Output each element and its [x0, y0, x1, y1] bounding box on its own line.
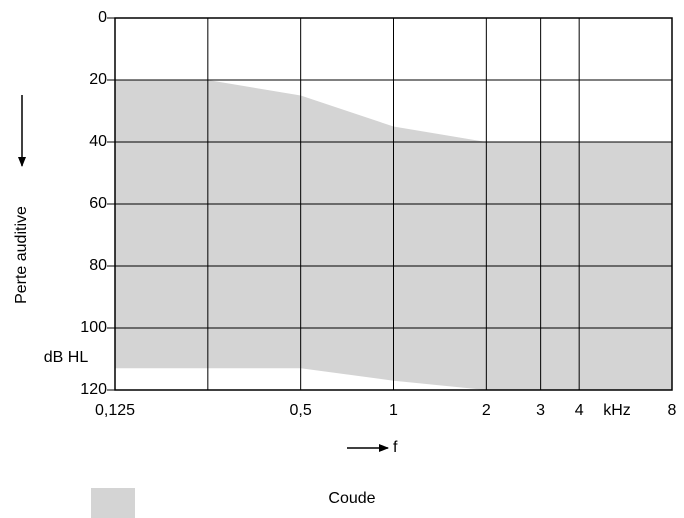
x-unit: kHz [603, 402, 631, 419]
y-unit: dB HL [44, 349, 89, 366]
x-tick-label: 1 [389, 402, 398, 419]
x-tick-label: 0,125 [95, 402, 135, 419]
y-axis-label: Perte auditive [13, 206, 30, 304]
y-tick-label: 100 [80, 319, 107, 336]
y-tick-label: 0 [98, 9, 107, 26]
y-tick-label: 60 [89, 195, 107, 212]
x-tick-label: 8 [668, 402, 677, 419]
x-tick-label: 3 [536, 402, 545, 419]
x-tick-label: 0,5 [290, 402, 312, 419]
y-tick-label: 120 [80, 381, 107, 398]
plot-border [114, 17, 673, 391]
plot-area: 0 20 40 60 80 100 120 0,125 0,5 1 2 3 4 8 [80, 9, 676, 419]
x-tick-label: 2 [482, 402, 491, 419]
y-tick-label: 80 [89, 257, 107, 274]
legend-label: Coude [328, 490, 375, 507]
y-tick-label: 40 [89, 133, 107, 150]
legend-swatch [91, 488, 135, 518]
x-axis-label: f [393, 439, 398, 456]
x-tick-label: 4 [575, 402, 584, 419]
y-tick-label: 20 [89, 71, 107, 88]
